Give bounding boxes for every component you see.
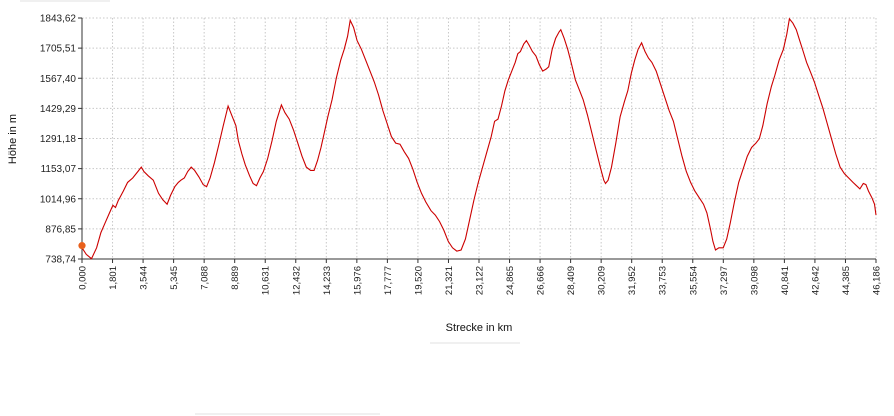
x-tick-label: 26,666 (536, 266, 547, 295)
x-tick-label: 7,088 (200, 266, 211, 290)
y-tick-label: 1429,29 (40, 104, 77, 115)
x-axis-title: Strecke in km (446, 322, 513, 334)
elevation-line (81, 17, 877, 260)
y-tick-label: 876,85 (45, 224, 76, 235)
x-tick-label: 5,345 (169, 266, 180, 290)
y-tick-label: 1705,51 (40, 44, 77, 55)
x-tick-label: 30,209 (597, 266, 608, 295)
x-tick-label: 15,976 (352, 266, 363, 295)
x-tick-label: 14,233 (322, 266, 333, 295)
x-tick-label: 10,631 (261, 266, 272, 295)
y-axis-title: Höhe in m (7, 114, 19, 164)
x-tick-label: 1,801 (108, 266, 119, 290)
x-tick-label: 8,889 (230, 266, 241, 290)
x-tick-labels: 0,000 1,801 3,544 5,345 7,088 8,889 10,631 12,4… (78, 266, 883, 295)
elevation-series (81, 17, 877, 260)
x-tick-label: 39,098 (749, 266, 760, 295)
y-tick-label: 1291,18 (40, 134, 77, 145)
x-tick-label: 24,865 (505, 266, 516, 295)
x-tick-label: 3,544 (139, 266, 150, 290)
x-tick-label: 35,554 (688, 266, 699, 295)
position-marker-dot[interactable] (78, 242, 86, 250)
axes (78, 17, 877, 263)
x-tick-label: 44,385 (841, 266, 852, 295)
x-tick-label: 42,642 (810, 266, 821, 295)
x-tick-label: 46,186 (872, 266, 883, 295)
x-tick-label: 33,753 (658, 266, 669, 295)
x-tick-label: 40,841 (780, 266, 791, 295)
x-tick-label: 21,321 (444, 266, 455, 295)
x-tick-label: 17,777 (383, 266, 394, 295)
y-tick-label: 1014,96 (40, 194, 77, 205)
x-tick-label: 19,520 (413, 266, 424, 295)
y-tick-label: 1153,07 (41, 164, 77, 175)
x-tick-label: 0,000 (78, 266, 89, 290)
x-tick-label: 31,952 (627, 266, 638, 295)
y-tick-label: 1567,40 (40, 74, 77, 85)
x-tick-label: 12,432 (291, 266, 302, 295)
x-tick-label: 23,122 (475, 266, 486, 295)
position-marker[interactable] (78, 242, 86, 250)
y-tick-label: 1843,62 (40, 14, 77, 25)
grid (82, 17, 877, 259)
x-tick-label: 28,409 (566, 266, 577, 295)
y-tick-label: 738,74 (45, 255, 76, 266)
y-tick-labels: 738,74 876,85 1014,96 1153,07 1291,18 1429,29… (40, 14, 77, 266)
x-tick-label: 37,297 (719, 266, 730, 295)
